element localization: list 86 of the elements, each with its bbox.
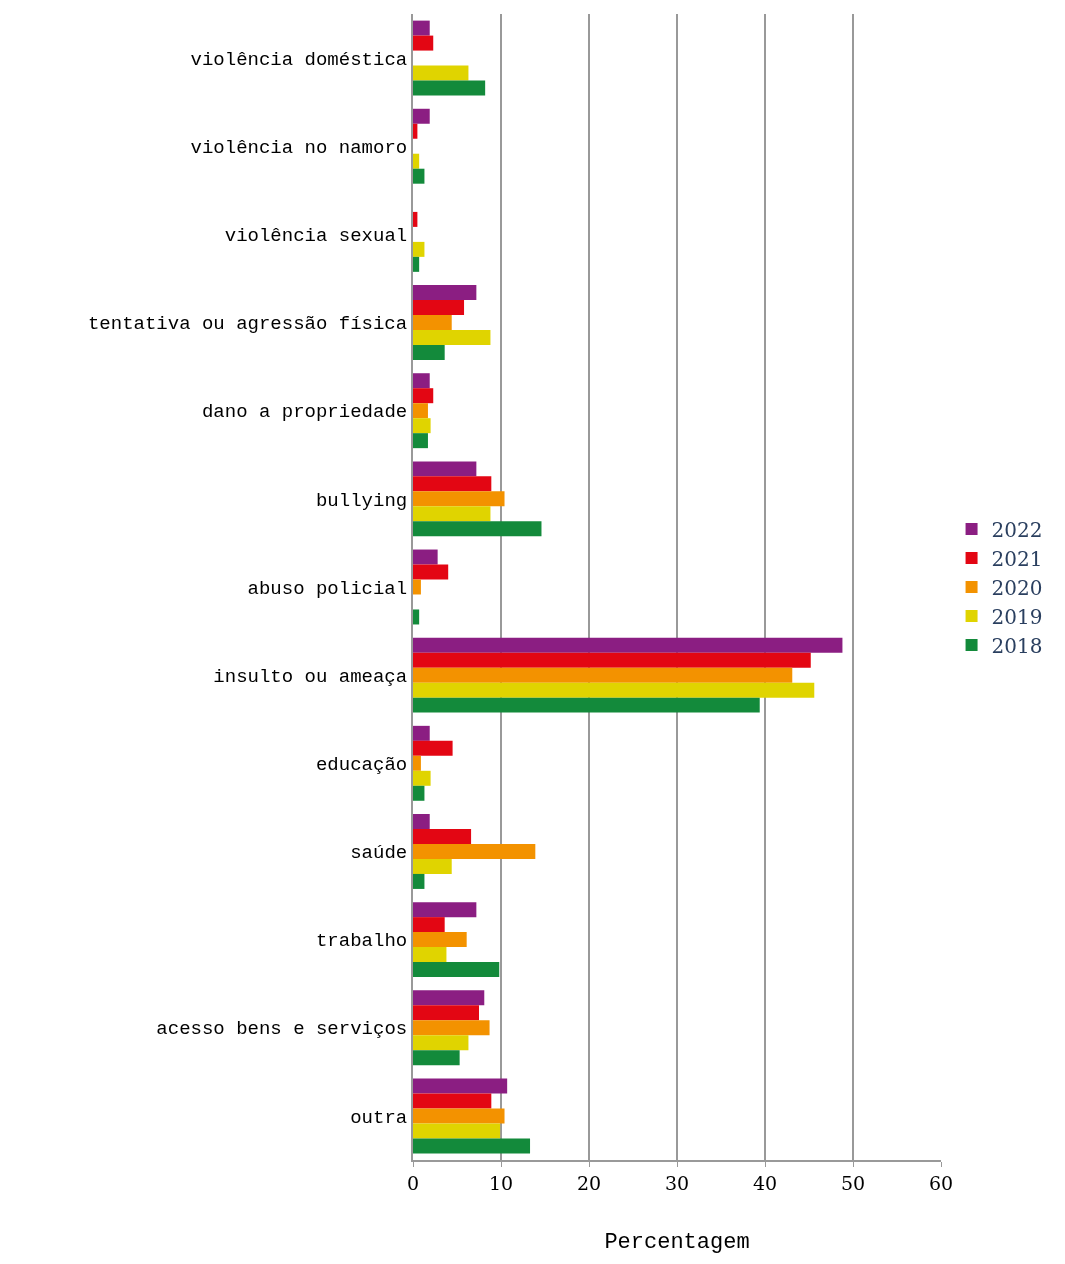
- bar: [413, 80, 486, 96]
- x-tick-label: 30: [664, 1171, 690, 1194]
- bar: [413, 917, 445, 933]
- bar: [413, 770, 431, 786]
- bar: [413, 418, 431, 434]
- bar: [413, 1108, 505, 1124]
- bar: [413, 345, 445, 360]
- bar: [413, 285, 477, 301]
- bar: [413, 843, 536, 859]
- x-tick-label: 60: [928, 1171, 954, 1194]
- bar: [413, 1005, 479, 1021]
- bar: [413, 506, 491, 522]
- bar: [413, 725, 430, 741]
- legend-label: 2020: [991, 575, 1043, 600]
- legend-label: 2021: [991, 546, 1043, 571]
- bar: [413, 1050, 460, 1066]
- bar: [413, 902, 477, 918]
- bar: [413, 549, 438, 565]
- bar: [413, 1035, 469, 1051]
- x-tick-label: 10: [488, 1171, 514, 1194]
- y-tick-label: saúde: [350, 842, 408, 865]
- bar: [413, 153, 420, 169]
- y-tick-label: trabalho: [315, 930, 408, 953]
- bar: [413, 1020, 490, 1036]
- bar: [413, 123, 418, 139]
- bar: [413, 990, 485, 1006]
- bar: [413, 433, 428, 449]
- y-tick-label: bullying: [315, 489, 408, 512]
- bar: [413, 814, 430, 829]
- bar: [413, 403, 428, 419]
- y-tick-label: violência sexual: [224, 225, 408, 248]
- bar: [413, 667, 793, 683]
- y-tick-label: tentativa ou agressão física: [87, 313, 408, 336]
- bar: [413, 388, 434, 404]
- legend-label: 2019: [991, 604, 1043, 629]
- bar: [413, 755, 421, 771]
- bar: [413, 1138, 531, 1154]
- bar: [413, 637, 843, 653]
- bar: [413, 491, 505, 507]
- bar: [413, 20, 430, 36]
- bar: [413, 564, 449, 580]
- bar: [413, 211, 418, 227]
- x-tick-label: 20: [576, 1171, 602, 1194]
- bar: [413, 932, 467, 948]
- bar: [413, 947, 447, 963]
- bar: [413, 785, 425, 801]
- bar: [413, 108, 430, 124]
- y-tick-label: acesso bens e serviços: [156, 1018, 408, 1041]
- bar: [413, 697, 760, 713]
- y-tick-label: outra: [350, 1106, 408, 1129]
- bar: [413, 740, 453, 756]
- x-tick-label: 50: [840, 1171, 866, 1194]
- bar: [413, 682, 815, 698]
- bar: [413, 330, 491, 346]
- bar: [413, 373, 430, 389]
- bar: [413, 300, 465, 316]
- y-tick-label: violência doméstica: [190, 48, 408, 71]
- x-axis-title: Percentagem: [604, 1230, 750, 1256]
- bar: [413, 241, 425, 257]
- y-tick-label: abuso policial: [247, 577, 408, 600]
- x-tick-label: 0: [406, 1171, 420, 1194]
- y-tick-label: dano a propriedade: [201, 401, 408, 424]
- bar: [413, 1078, 508, 1094]
- x-tick-label: 40: [752, 1171, 778, 1194]
- bar: [413, 962, 500, 978]
- bar: [413, 1093, 492, 1109]
- bar: [413, 652, 811, 668]
- bar: [413, 828, 472, 844]
- bar: [413, 168, 425, 184]
- y-tick-label: educação: [315, 753, 408, 776]
- bar: [413, 873, 425, 889]
- bar: [413, 858, 452, 874]
- bar: [413, 1123, 501, 1139]
- bar: [413, 609, 420, 625]
- y-tick-label: violência no namoro: [190, 136, 408, 159]
- bar: [413, 476, 492, 492]
- legend-label: 2022: [991, 517, 1043, 542]
- bar: [413, 65, 469, 81]
- bar: [413, 256, 420, 272]
- bar: [413, 315, 452, 331]
- bar: [413, 461, 477, 477]
- y-tick-label: insulto ou ameaça: [213, 665, 408, 688]
- legend-label: 2018: [991, 633, 1043, 658]
- bar: [413, 35, 434, 51]
- bar: [413, 521, 542, 537]
- bar: [413, 579, 421, 595]
